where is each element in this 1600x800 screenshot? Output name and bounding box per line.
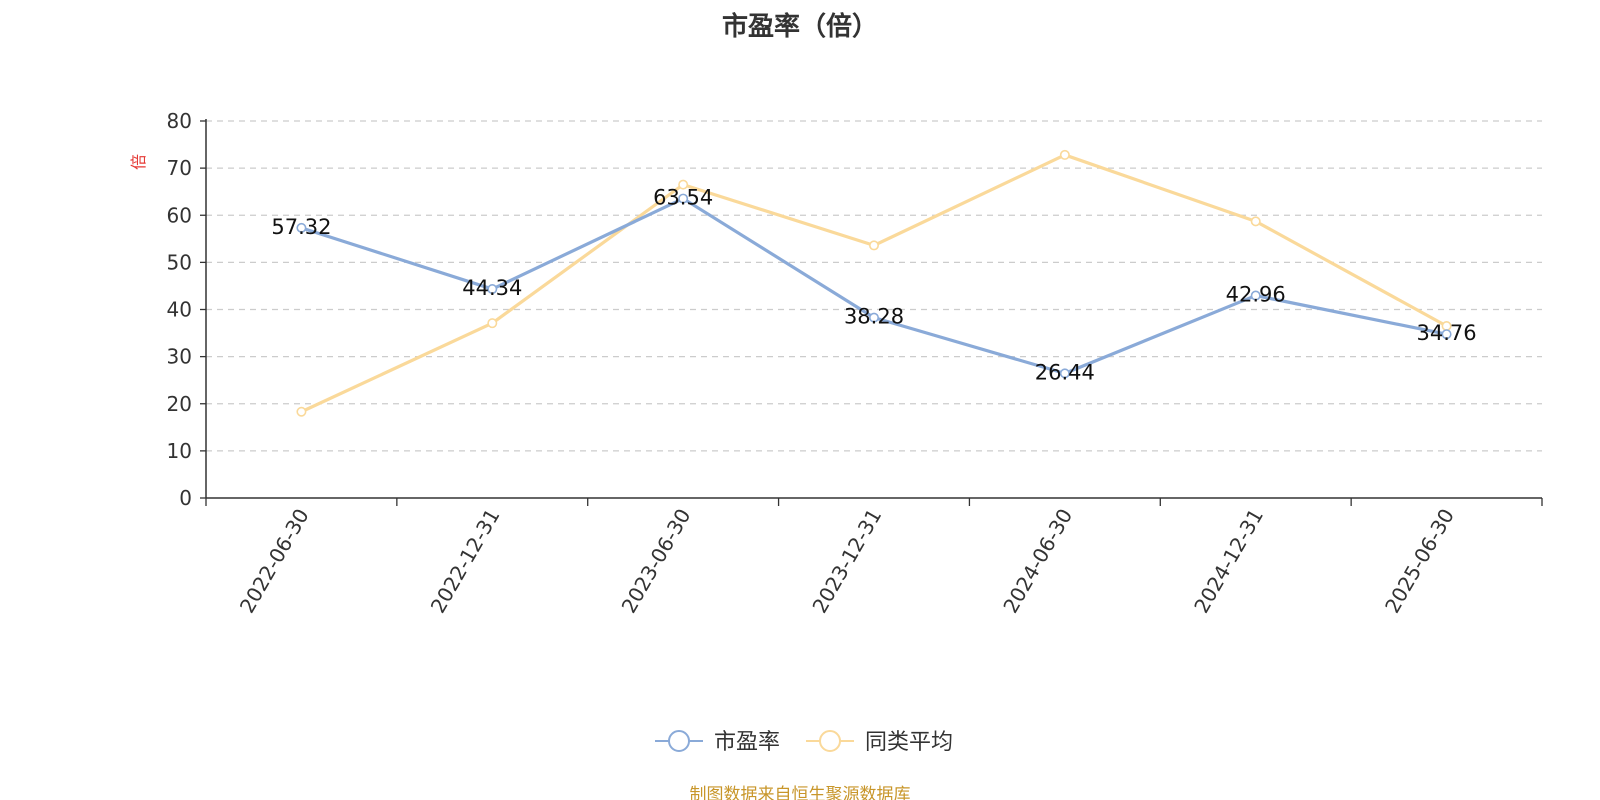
grid-lines [206, 120, 1542, 452]
data-label: 38.28 [844, 305, 904, 329]
data-point [1441, 329, 1452, 340]
data-point [1250, 290, 1261, 301]
x-tick-label: 2022-12-31 [426, 505, 505, 618]
source-note: 制图数据来自恒生聚源数据库 [689, 785, 911, 800]
chart-title: 市盈率（倍） [721, 12, 878, 42]
x-tick-label: 2023-12-31 [807, 505, 886, 618]
y-tick-label: 10 [167, 439, 192, 463]
y-tick-label: 30 [167, 345, 192, 369]
y-tick-label: 40 [167, 298, 192, 322]
data-point [1059, 149, 1070, 160]
legend-label: 同类平均 [865, 730, 953, 755]
data-label: 42.96 [1226, 283, 1286, 307]
data-point [487, 284, 498, 295]
x-tick-label: 2023-06-30 [617, 505, 696, 618]
data-point [1250, 216, 1261, 227]
data-point [868, 312, 879, 323]
y-tick-label: 70 [167, 156, 192, 180]
y-tick-label: 50 [167, 250, 192, 274]
data-label: 57.32 [271, 215, 331, 239]
data-point [487, 318, 498, 329]
series-lines [296, 149, 1452, 417]
legend-label: 市盈率 [714, 730, 780, 755]
legend[interactable]: 市盈率 同类平均 [655, 730, 953, 755]
data-label: 26.44 [1035, 360, 1095, 384]
data-label: 44.34 [462, 276, 522, 300]
y-tick-label: 80 [167, 109, 192, 133]
legend-marker-icon [819, 730, 841, 752]
data-label: 34.76 [1417, 321, 1477, 345]
y-tick-label: 0 [179, 486, 192, 510]
x-tick-label: 2025-06-30 [1380, 505, 1459, 618]
data-point [678, 193, 689, 204]
y-axis-unit: 倍 [129, 154, 148, 170]
data-point [296, 222, 307, 233]
data-point [868, 240, 879, 251]
x-tick-label: 2024-12-31 [1189, 505, 1268, 618]
y-tick-label: 60 [167, 203, 192, 227]
legend-marker-icon [668, 730, 690, 752]
axes: 0 10 20 30 40 50 60 70 80 倍 2022-06-30 2022-12-31 20… [129, 109, 1543, 618]
x-tick-label: 2024-06-30 [998, 505, 1077, 618]
data-point [296, 406, 307, 417]
y-tick-label: 20 [167, 392, 192, 416]
data-label: 63.54 [653, 186, 713, 210]
data-labels: 57.32 44.34 63.54 38.28 26.44 42.96 34.76 [271, 186, 1476, 385]
x-tick-label: 2022-06-30 [235, 505, 314, 618]
data-point [1059, 368, 1070, 379]
data-point [678, 179, 689, 190]
